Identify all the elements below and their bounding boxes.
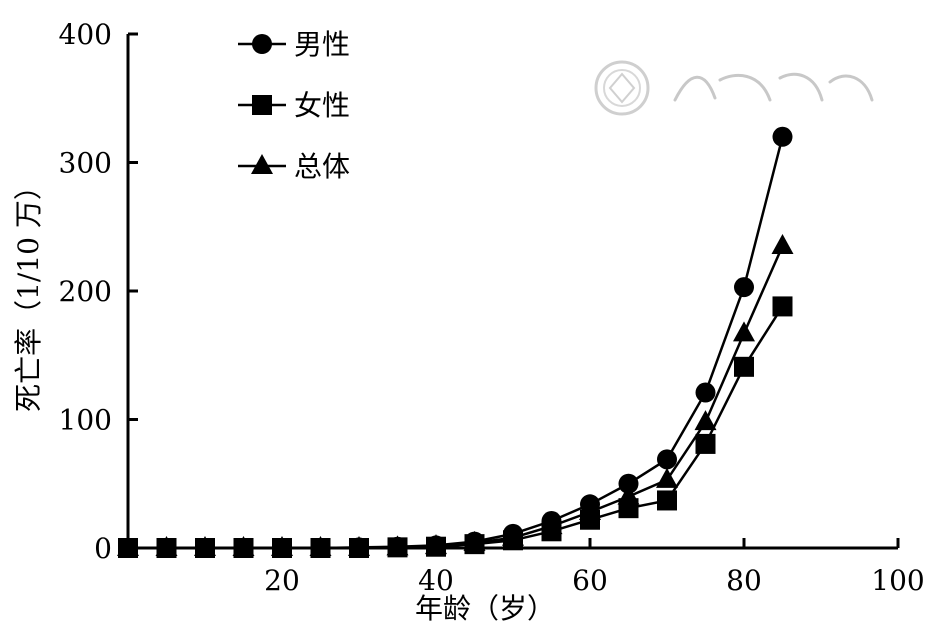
series-layer — [117, 126, 794, 558]
legend-item-circle: 男性 — [238, 28, 350, 61]
data-point-triangle — [271, 536, 293, 556]
data-point-square — [657, 490, 677, 511]
series-line-triangle — [128, 245, 784, 550]
data-point-square — [734, 356, 754, 377]
data-point-circle — [657, 449, 677, 470]
data-point-triangle — [463, 530, 486, 551]
data-point-circle — [772, 126, 793, 147]
data-point-triangle — [579, 500, 601, 521]
x-axis-title: 年龄（岁） — [415, 592, 555, 625]
data-point-triangle — [694, 410, 717, 431]
data-point-triangle — [425, 534, 447, 555]
series-square — [118, 296, 793, 558]
x-tick-label: 60 — [572, 564, 608, 597]
series-line-circle — [128, 136, 784, 550]
data-point-triangle — [232, 536, 255, 556]
y-tick-label: 100 — [59, 404, 112, 437]
data-point-triangle — [194, 536, 216, 556]
series-circle — [118, 126, 793, 558]
data-point-triangle — [617, 484, 640, 505]
y-axis-title: 死亡率（1/10 万） — [12, 172, 45, 412]
legend-label: 女性 — [294, 89, 350, 122]
legend-marker-circle — [252, 34, 272, 54]
data-point-triangle — [540, 514, 563, 535]
y-tick-label: 0 — [94, 532, 112, 565]
data-point-triangle — [309, 536, 332, 556]
data-point-triangle — [117, 536, 139, 556]
watermark-seal — [594, 60, 874, 116]
data-point-triangle — [348, 536, 370, 556]
data-point-circle — [734, 277, 754, 298]
x-tick-label: 20 — [264, 564, 300, 597]
data-point-triangle — [656, 467, 678, 488]
x-tick-label: 100 — [871, 564, 924, 597]
data-point-circle — [618, 473, 639, 494]
data-point-triangle — [502, 525, 524, 546]
y-tick-label: 400 — [59, 18, 112, 51]
data-point-triangle — [386, 535, 409, 556]
y-tick-label: 200 — [59, 275, 112, 308]
x-tick-label: 80 — [726, 564, 762, 597]
x-tick-label: 40 — [418, 564, 454, 597]
legend-label: 男性 — [294, 28, 350, 61]
series-triangle — [117, 234, 794, 556]
data-point-triangle — [771, 234, 794, 255]
data-point-square — [772, 296, 793, 317]
data-point-triangle — [155, 536, 178, 556]
data-point-square — [695, 433, 716, 454]
y-tick-label: 300 — [59, 147, 112, 180]
legend-marker-triangle — [251, 154, 273, 174]
legend-item-triangle: 总体 — [238, 150, 350, 183]
legend-marker-square — [252, 95, 272, 115]
legend-item-square: 女性 — [238, 89, 350, 122]
axes: 0 100 200 300 400 20 40 60 80 100 — [59, 18, 925, 597]
legend-label: 总体 — [294, 150, 350, 183]
data-point-triangle — [733, 321, 755, 342]
data-point-circle — [695, 382, 716, 403]
